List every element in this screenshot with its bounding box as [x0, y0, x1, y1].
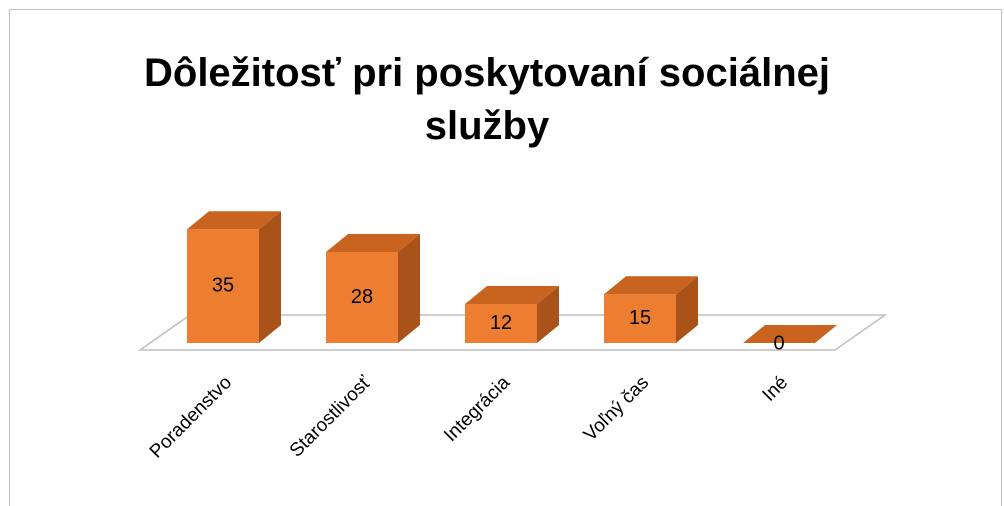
bar	[326, 234, 420, 343]
chart-title: Dôležitosť pri poskytovaní sociálnej služ…	[144, 51, 830, 148]
value-label: 28	[351, 286, 373, 308]
bar-side	[537, 286, 559, 343]
chart-border	[9, 9, 1002, 506]
bar-side	[398, 234, 420, 343]
bar-top	[187, 211, 281, 230]
bar	[465, 286, 559, 343]
bar	[187, 211, 281, 343]
bar	[604, 276, 698, 343]
value-label: 0	[773, 332, 784, 354]
bar-top	[465, 286, 559, 304]
bar-side	[676, 276, 698, 343]
bar-front	[604, 294, 676, 343]
bar-front	[326, 252, 398, 343]
bar	[743, 325, 837, 343]
bar-top	[604, 276, 698, 295]
bar-front	[187, 229, 259, 343]
value-label: 15	[629, 307, 651, 329]
bar-top	[743, 325, 837, 343]
bar-side	[259, 211, 281, 343]
bar-top	[326, 234, 420, 252]
bar-front	[465, 304, 537, 343]
value-label: 35	[212, 274, 234, 296]
value-label: 12	[490, 312, 512, 334]
